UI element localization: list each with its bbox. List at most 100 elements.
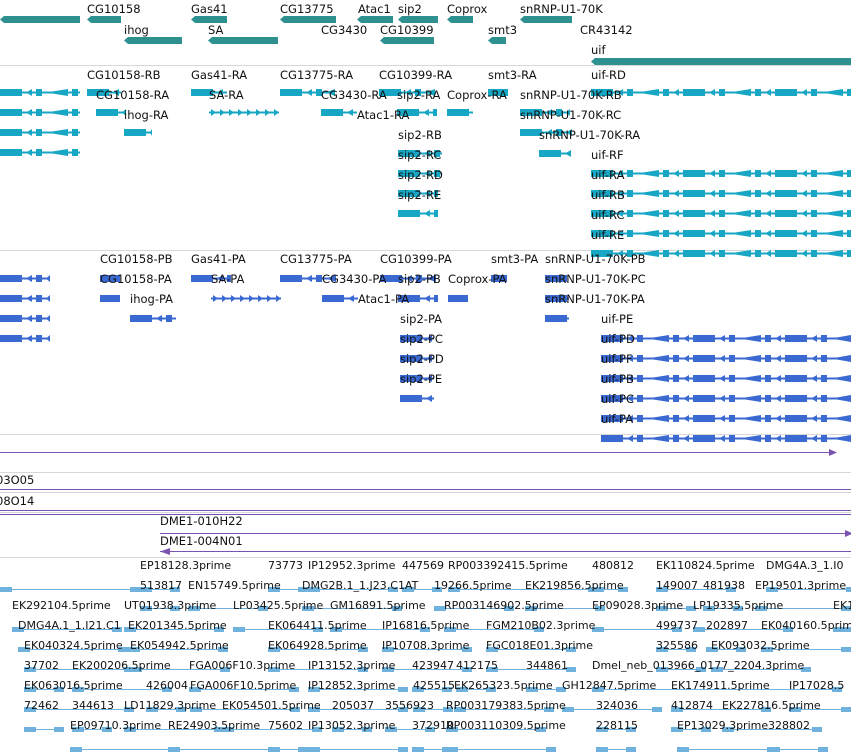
- gene-label[interactable]: CG10158: [87, 2, 141, 16]
- transcript-feature-glyph[interactable]: [379, 82, 435, 101]
- transcript-label[interactable]: Atac1-RA: [357, 108, 410, 122]
- est-feature-glyph[interactable]: [233, 617, 323, 632]
- gene-label[interactable]: Atac1: [358, 2, 391, 16]
- est-feature-glyph[interactable]: [768, 737, 828, 752]
- transcript-label[interactable]: uif-RA: [591, 168, 625, 182]
- est-label[interactable]: EK110824.5prime: [656, 559, 755, 572]
- est-feature-glyph[interactable]: [526, 677, 566, 692]
- est-feature-glyph[interactable]: [766, 577, 851, 592]
- clone-feature-glyph[interactable]: [160, 530, 851, 537]
- transcript-feature-glyph[interactable]: [124, 122, 152, 141]
- protein-feature-glyph[interactable]: [601, 348, 851, 367]
- protein-feature-glyph[interactable]: [601, 368, 851, 387]
- est-label[interactable]: GH12847.5prime: [562, 679, 657, 692]
- transcript-feature-glyph[interactable]: [209, 102, 279, 121]
- est-label[interactable]: RE24903.5prime: [168, 719, 261, 732]
- est-feature-glyph[interactable]: [656, 577, 736, 592]
- gene-label[interactable]: CR43142: [580, 23, 633, 37]
- est-feature-glyph[interactable]: [722, 717, 822, 732]
- est-feature-glyph[interactable]: [124, 617, 224, 632]
- est-feature-glyph[interactable]: [456, 677, 496, 692]
- protein-feature-glyph[interactable]: [545, 308, 569, 327]
- est-feature-glyph[interactable]: [789, 697, 851, 712]
- transcript-label[interactable]: Coprox-RA: [447, 88, 507, 102]
- protein-label[interactable]: uif-PF: [601, 352, 633, 366]
- est-feature-glyph[interactable]: [128, 637, 228, 652]
- est-feature-glyph[interactable]: [454, 697, 554, 712]
- transcript-label[interactable]: smt3-RA: [488, 68, 537, 82]
- est-label[interactable]: RP003146902.5prime: [444, 599, 564, 612]
- est-feature-glyph[interactable]: [140, 577, 180, 592]
- est-feature-glyph[interactable]: [332, 717, 372, 732]
- protein-feature-glyph[interactable]: [400, 388, 434, 407]
- est-feature-glyph[interactable]: [72, 717, 112, 732]
- est-label[interactable]: IP13152.3prime: [308, 659, 396, 672]
- est-label[interactable]: 37702: [24, 659, 59, 672]
- protein-label[interactable]: sip2-PE: [400, 372, 443, 386]
- est-label[interactable]: 205037: [332, 699, 374, 712]
- est-feature-glyph[interactable]: [677, 737, 777, 752]
- protein-feature-glyph[interactable]: [280, 268, 336, 287]
- gene-feature-glyph[interactable]: [0, 16, 80, 23]
- est-label[interactable]: 149007: [656, 579, 698, 592]
- est-label[interactable]: EK292104.5prime: [12, 599, 111, 612]
- protein-feature-glyph[interactable]: [601, 408, 851, 427]
- transcript-label[interactable]: snRNP-U1-70K-RC: [520, 108, 622, 122]
- transcript-feature-glyph[interactable]: [398, 143, 442, 162]
- transcript-feature-glyph[interactable]: [280, 82, 335, 101]
- protein-feature-glyph[interactable]: [448, 288, 468, 307]
- gene-feature-glyph[interactable]: [208, 37, 278, 44]
- est-feature-glyph[interactable]: [656, 637, 696, 652]
- transcript-feature-glyph[interactable]: [539, 143, 571, 162]
- est-label[interactable]: 202897: [706, 619, 748, 632]
- gene-feature-glyph[interactable]: [87, 16, 121, 23]
- est-feature-glyph[interactable]: [592, 617, 682, 632]
- est-feature-glyph[interactable]: [268, 737, 308, 752]
- protein-feature-glyph[interactable]: [211, 288, 281, 307]
- gene-label[interactable]: ihog: [124, 23, 149, 37]
- est-label[interactable]: EN15749.5prime: [188, 579, 281, 592]
- est-label[interactable]: EK227816.5prime: [722, 699, 821, 712]
- transcript-feature-glyph[interactable]: [591, 223, 851, 242]
- transcript-label[interactable]: uif-RC: [591, 208, 625, 222]
- transcript-feature-glyph[interactable]: [520, 102, 570, 121]
- est-feature-glyph[interactable]: [385, 717, 435, 732]
- protein-feature-glyph[interactable]: [601, 328, 851, 347]
- protein-label[interactable]: Atac1-PA: [358, 292, 410, 306]
- est-label[interactable]: RP003110309.5prime: [446, 719, 566, 732]
- est-label[interactable]: 73773: [268, 559, 303, 572]
- protein-feature-glyph[interactable]: [601, 428, 851, 447]
- transcript-label[interactable]: CG10158-RB: [87, 68, 161, 82]
- est-label[interactable]: 328802: [768, 719, 810, 732]
- protein-feature-glyph[interactable]: [491, 268, 507, 287]
- est-label[interactable]: 344861: [526, 659, 568, 672]
- est-label[interactable]: 513817: [140, 579, 182, 592]
- clone-label[interactable]: DME1-004N01: [160, 534, 243, 548]
- est-label[interactable]: 481938: [703, 579, 745, 592]
- protein-label[interactable]: sip2-PC: [400, 332, 443, 346]
- clone-label[interactable]: DME1-010H22: [160, 514, 243, 528]
- est-feature-glyph[interactable]: [72, 677, 172, 692]
- est-feature-glyph[interactable]: [434, 596, 514, 611]
- est-label[interactable]: FGA006F10.3prime: [189, 659, 296, 672]
- est-label[interactable]: EK265323.5prime: [454, 679, 553, 692]
- protein-feature-glyph[interactable]: [0, 268, 50, 287]
- est-label[interactable]: EK1: [833, 599, 851, 612]
- protein-label[interactable]: CG3430-PA: [322, 272, 387, 286]
- transcript-label[interactable]: snRNP-U1-70K-RA: [539, 128, 641, 142]
- est-feature-glyph[interactable]: [596, 717, 636, 732]
- transcript-feature-glyph[interactable]: [96, 102, 126, 121]
- transcript-label[interactable]: sip2-RC: [398, 148, 442, 162]
- protein-label[interactable]: sip2-PB: [398, 272, 441, 286]
- est-feature-glyph[interactable]: [486, 657, 576, 672]
- est-feature-glyph[interactable]: [656, 596, 696, 611]
- gene-feature-glyph[interactable]: [357, 16, 393, 23]
- est-feature-glyph[interactable]: [189, 677, 299, 692]
- est-label[interactable]: DMG4A.1_1.I21.C1: [18, 619, 121, 632]
- est-feature-glyph[interactable]: [446, 737, 556, 752]
- est-label[interactable]: EK219856.5prime: [525, 579, 624, 592]
- est-feature-glyph[interactable]: [70, 737, 180, 752]
- gene-label[interactable]: snRNP-U1-70K: [520, 2, 603, 16]
- gene-feature-glyph[interactable]: [591, 58, 851, 65]
